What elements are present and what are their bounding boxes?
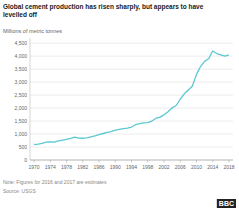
- x-tick: [212, 160, 213, 163]
- x-tick-label: 1994: [126, 164, 137, 170]
- x-tick: [131, 160, 132, 163]
- grid-line: [30, 56, 233, 57]
- y-axis-line: [30, 38, 31, 160]
- y-tick-label: 500: [19, 144, 28, 150]
- x-tick-label: 1998: [142, 164, 153, 170]
- grid-line: [30, 134, 233, 135]
- note: Note: Figures for 2016 and 2017 are esti…: [3, 179, 107, 185]
- grid-line: [30, 121, 233, 122]
- y-tick-label: 2,000: [14, 105, 27, 111]
- logo-box: [217, 199, 236, 208]
- x-tick-label: 2010: [191, 164, 202, 170]
- x-tick-label: 1986: [93, 164, 104, 170]
- x-tick: [66, 160, 67, 163]
- grid-line: [30, 147, 233, 148]
- y-tick-label: 3,000: [14, 79, 27, 85]
- x-tick: [34, 160, 35, 163]
- title: Global cement production has risen sharp…: [3, 3, 204, 18]
- logo: BBC: [217, 199, 236, 208]
- title-line: levelled off: [3, 11, 38, 18]
- x-tick-label: 1974: [45, 164, 56, 170]
- y-tick-label: 3,500: [14, 66, 27, 72]
- y-axis-label: Millions of metric tonnes: [3, 28, 62, 34]
- x-tick-label: 1990: [110, 164, 121, 170]
- background: [0, 0, 239, 211]
- x-tick: [196, 160, 197, 163]
- grid-line: [30, 82, 233, 83]
- x-tick: [147, 160, 148, 163]
- source: Source: USGS: [3, 188, 36, 194]
- x-tick-label: 2006: [175, 164, 186, 170]
- y-tick-label: 2,500: [14, 92, 27, 98]
- chart: Global cement production has risen sharp…: [0, 0, 239, 211]
- grid-line: [30, 43, 233, 44]
- y-tick-label: 4,000: [14, 53, 27, 59]
- y-tick-label: 0: [24, 157, 27, 163]
- grid-line: [30, 69, 233, 70]
- y-tick-label: 4,500: [14, 40, 27, 46]
- x-tick-label: 1982: [77, 164, 88, 170]
- x-tick: [99, 160, 100, 163]
- x-tick: [228, 160, 229, 163]
- line: [34, 51, 229, 145]
- x-tick-label: 2018: [223, 164, 234, 170]
- x-tick: [115, 160, 116, 163]
- title-line: Global cement production has risen sharp…: [3, 3, 204, 11]
- y-tick-label: 1,500: [14, 118, 27, 124]
- y-tick-label: 1,000: [14, 131, 27, 137]
- x-tick-label: 1978: [61, 164, 72, 170]
- x-tick-label: 2002: [158, 164, 169, 170]
- x-tick: [163, 160, 164, 163]
- grid-line: [30, 95, 233, 96]
- logo-text: BBC: [219, 200, 234, 207]
- x-tick-label: 1970: [28, 164, 39, 170]
- x-tick: [82, 160, 83, 163]
- plot-area: [34, 51, 229, 145]
- grid-line: [30, 108, 233, 109]
- x-tick-label: 2014: [207, 164, 218, 170]
- x-tick: [180, 160, 181, 163]
- x-tick: [50, 160, 51, 163]
